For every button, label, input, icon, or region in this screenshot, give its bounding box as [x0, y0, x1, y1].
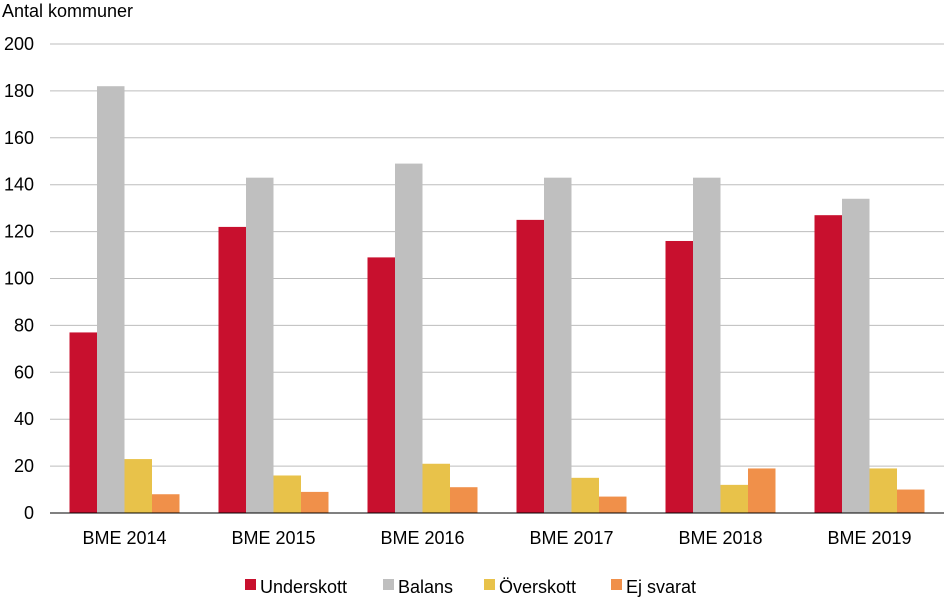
- bar-ej-svarat-5: [897, 489, 925, 513]
- legend-swatch: [383, 579, 394, 590]
- bar-balans-3: [544, 177, 572, 514]
- bar-balans-1: [246, 177, 274, 514]
- legend-label: Överskott: [499, 577, 576, 597]
- y-tick-label: 180: [4, 81, 34, 101]
- y-tick-label: 40: [14, 409, 34, 429]
- bar-ej-svarat-2: [450, 487, 478, 513]
- x-tick-label: BME 2018: [678, 528, 762, 548]
- bars: [69, 86, 925, 514]
- bar-underskott-5: [814, 215, 842, 513]
- bar--verskott-3: [571, 477, 599, 513]
- y-tick-label: 20: [14, 456, 34, 476]
- legend-label: Balans: [398, 577, 453, 597]
- y-tick-label: 100: [4, 269, 34, 289]
- x-axis-ticks: BME 2014 BME 2015 BME 2016 BME 2017 BME 2018…: [82, 528, 911, 548]
- bar-balans-0: [97, 86, 125, 514]
- bar-underskott-4: [665, 240, 693, 514]
- bar--verskott-4: [720, 484, 748, 513]
- y-tick-label: 140: [4, 175, 34, 195]
- x-tick-label: BME 2017: [529, 528, 613, 548]
- bar-ej-svarat-4: [748, 468, 776, 513]
- bar-underskott-0: [69, 332, 97, 513]
- legend-swatch: [245, 579, 256, 590]
- y-tick-label: 60: [14, 362, 34, 382]
- legend: Underskott Balans Överskott Ej svarat: [245, 577, 696, 597]
- y-tick-label: 160: [4, 128, 34, 148]
- y-axis-ticks: 0 20 40 60 80 100 120 140 160 180 200: [4, 34, 34, 523]
- gridlines: [50, 43, 944, 467]
- bar--verskott-2: [422, 463, 450, 513]
- bar--verskott-5: [869, 468, 897, 513]
- y-tick-label: 80: [14, 315, 34, 335]
- y-axis-title: Antal kommuner: [2, 1, 133, 21]
- x-tick-label: BME 2016: [380, 528, 464, 548]
- x-tick-label: BME 2014: [82, 528, 166, 548]
- bar-balans-5: [842, 198, 870, 513]
- legend-swatch: [611, 579, 622, 590]
- bar-ej-svarat-1: [301, 491, 329, 513]
- bar-ej-svarat-3: [599, 496, 627, 513]
- y-tick-label: 120: [4, 222, 34, 242]
- bar--verskott-0: [124, 459, 152, 513]
- bar-balans-2: [395, 163, 423, 513]
- bar-underskott-1: [218, 226, 246, 513]
- legend-label: Underskott: [260, 577, 347, 597]
- bar-underskott-3: [516, 219, 544, 513]
- y-tick-label: 200: [4, 34, 34, 54]
- y-tick-label: 0: [24, 503, 34, 523]
- legend-label: Ej svarat: [626, 577, 696, 597]
- legend-swatch: [484, 579, 495, 590]
- x-tick-label: BME 2015: [231, 528, 315, 548]
- bar-balans-4: [693, 177, 721, 514]
- x-tick-label: BME 2019: [827, 528, 911, 548]
- bar--verskott-1: [273, 475, 301, 513]
- bar-underskott-2: [367, 257, 395, 513]
- bar-ej-svarat-0: [152, 494, 180, 513]
